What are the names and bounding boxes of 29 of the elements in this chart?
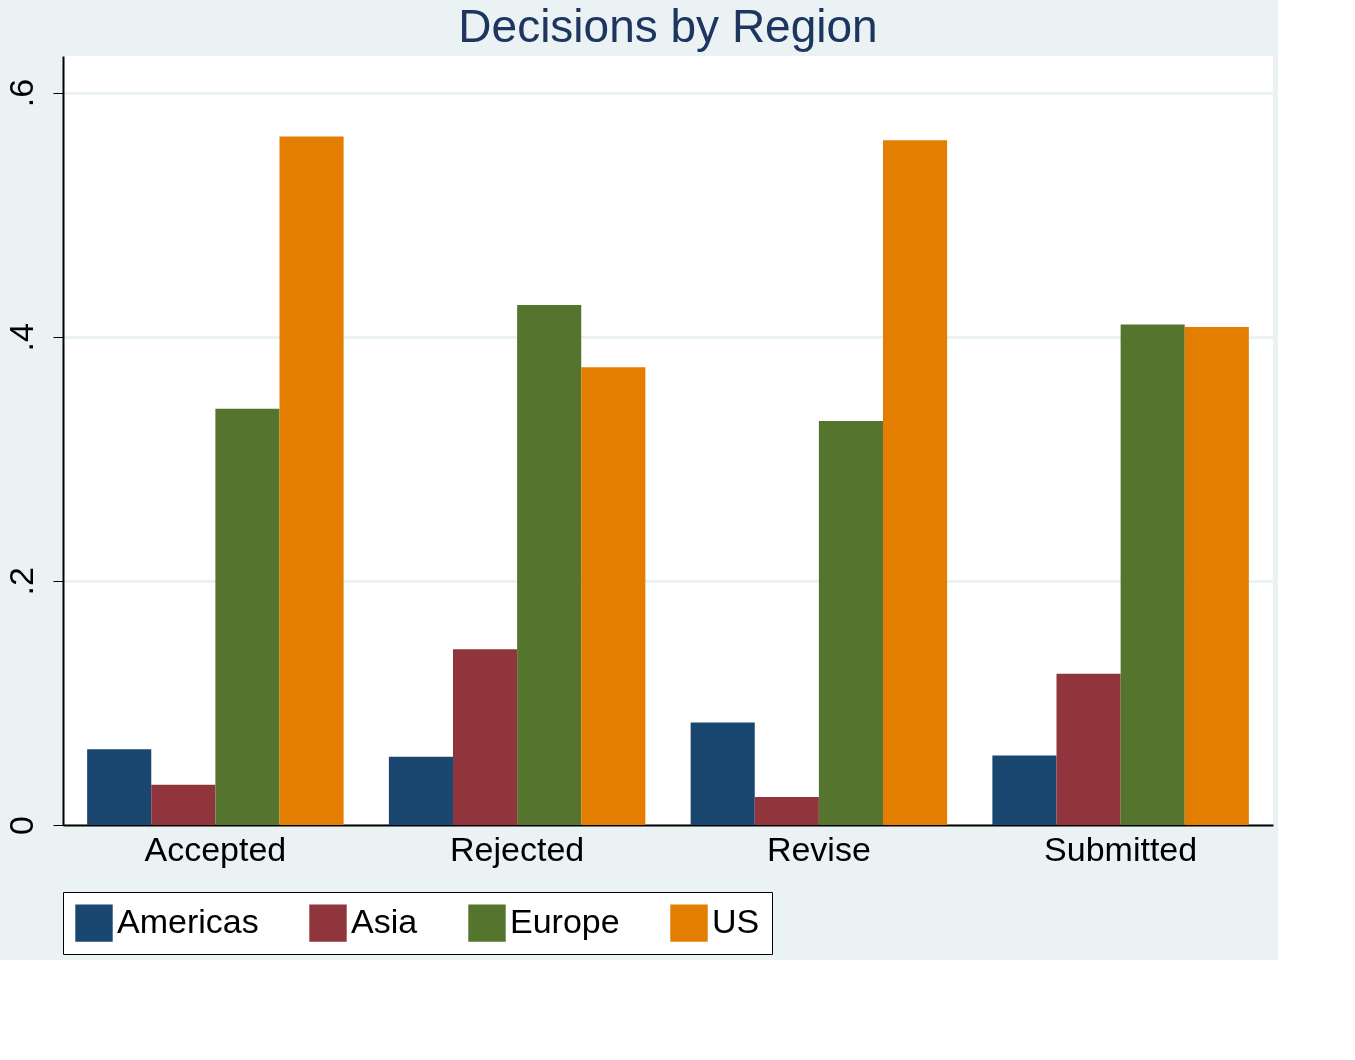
bar [87, 749, 152, 825]
y-tick-label: .2 [1, 567, 40, 596]
bar [517, 305, 582, 825]
bar [690, 722, 755, 825]
x-tick-label: Accepted [144, 829, 287, 868]
bar [818, 420, 883, 825]
y-tick-label: .4 [1, 323, 40, 352]
bar [151, 784, 216, 825]
bar [1056, 673, 1121, 825]
x-tick-label: Revise [766, 829, 871, 868]
bar [279, 136, 344, 825]
y-tick-label: .6 [1, 78, 40, 108]
bar [1184, 326, 1249, 825]
bar [215, 408, 280, 825]
bar [453, 649, 518, 825]
legend-label: US [712, 902, 760, 941]
legend-label: Asia [351, 902, 418, 941]
x-tick-label: Submitted [1044, 829, 1198, 868]
x-tick-label: Rejected [450, 829, 585, 868]
legend-label: Europe [510, 902, 620, 941]
bar [992, 755, 1057, 825]
bar [882, 140, 948, 825]
legend-label: Americas [117, 902, 259, 941]
bar [1120, 324, 1185, 825]
y-tick-label: 0 [1, 816, 40, 835]
chart-title: Decisions by Region [458, 0, 878, 52]
bar [388, 756, 454, 825]
bar [754, 796, 819, 825]
bar [581, 367, 646, 825]
